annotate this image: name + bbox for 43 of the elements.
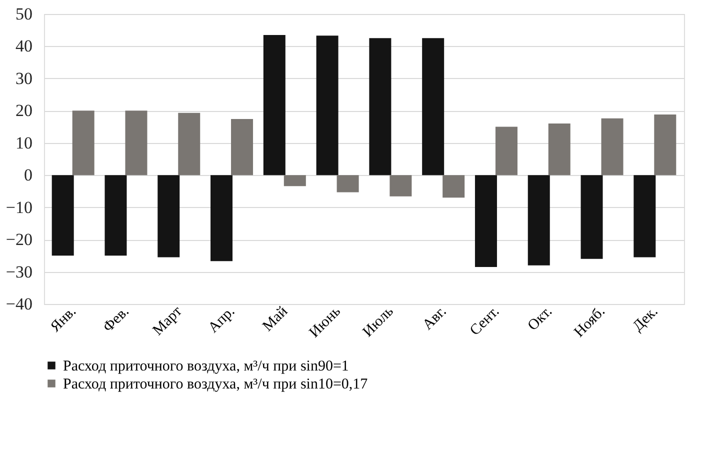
bar	[548, 124, 570, 176]
bar	[580, 175, 603, 259]
legend-label: Расход приточного воздуха, м³/ч при sin10=0,17	[63, 376, 368, 392]
legend-label: Расход приточного воздуха, м³/ч при sin90=1	[63, 358, 349, 374]
bar	[422, 38, 444, 176]
y-tick-label: 0	[24, 166, 32, 185]
bar	[390, 175, 412, 196]
x-tick-label: Окт.	[525, 304, 556, 334]
x-tick-label: Дек.	[630, 304, 662, 335]
x-tick-label: Авг.	[420, 304, 450, 334]
bar	[158, 175, 180, 258]
bar	[634, 175, 656, 258]
bar	[601, 118, 624, 176]
bar	[210, 175, 233, 262]
bar	[316, 36, 338, 176]
bar	[495, 126, 518, 176]
y-tick-label: 20	[16, 101, 32, 120]
bar	[336, 175, 359, 192]
y-tick-label: −10	[6, 198, 32, 217]
y-tick-label: 10	[16, 133, 32, 152]
bar	[369, 38, 392, 176]
bar	[284, 175, 306, 186]
bar	[263, 34, 286, 176]
y-tick-label: 30	[16, 68, 32, 88]
bar	[528, 175, 550, 266]
bar	[442, 175, 465, 198]
x-tick-label: Сент.	[467, 304, 503, 339]
y-tick-label: 40	[16, 36, 32, 56]
y-tick-label: 50	[16, 4, 32, 24]
bar	[104, 175, 127, 256]
bar	[474, 175, 497, 267]
bar	[231, 119, 254, 176]
bar	[654, 114, 676, 176]
x-tick-label: Янв.	[48, 304, 80, 336]
bar	[52, 175, 74, 256]
x-tick-label: Фев.	[100, 304, 132, 336]
x-tick-label: Апр.	[206, 304, 238, 336]
y-tick-label: −40	[6, 294, 32, 314]
y-tick-label: −30	[6, 262, 32, 282]
bar	[72, 110, 94, 176]
y-tick-label: −20	[6, 230, 32, 250]
bar	[125, 110, 148, 176]
bar	[178, 112, 200, 176]
